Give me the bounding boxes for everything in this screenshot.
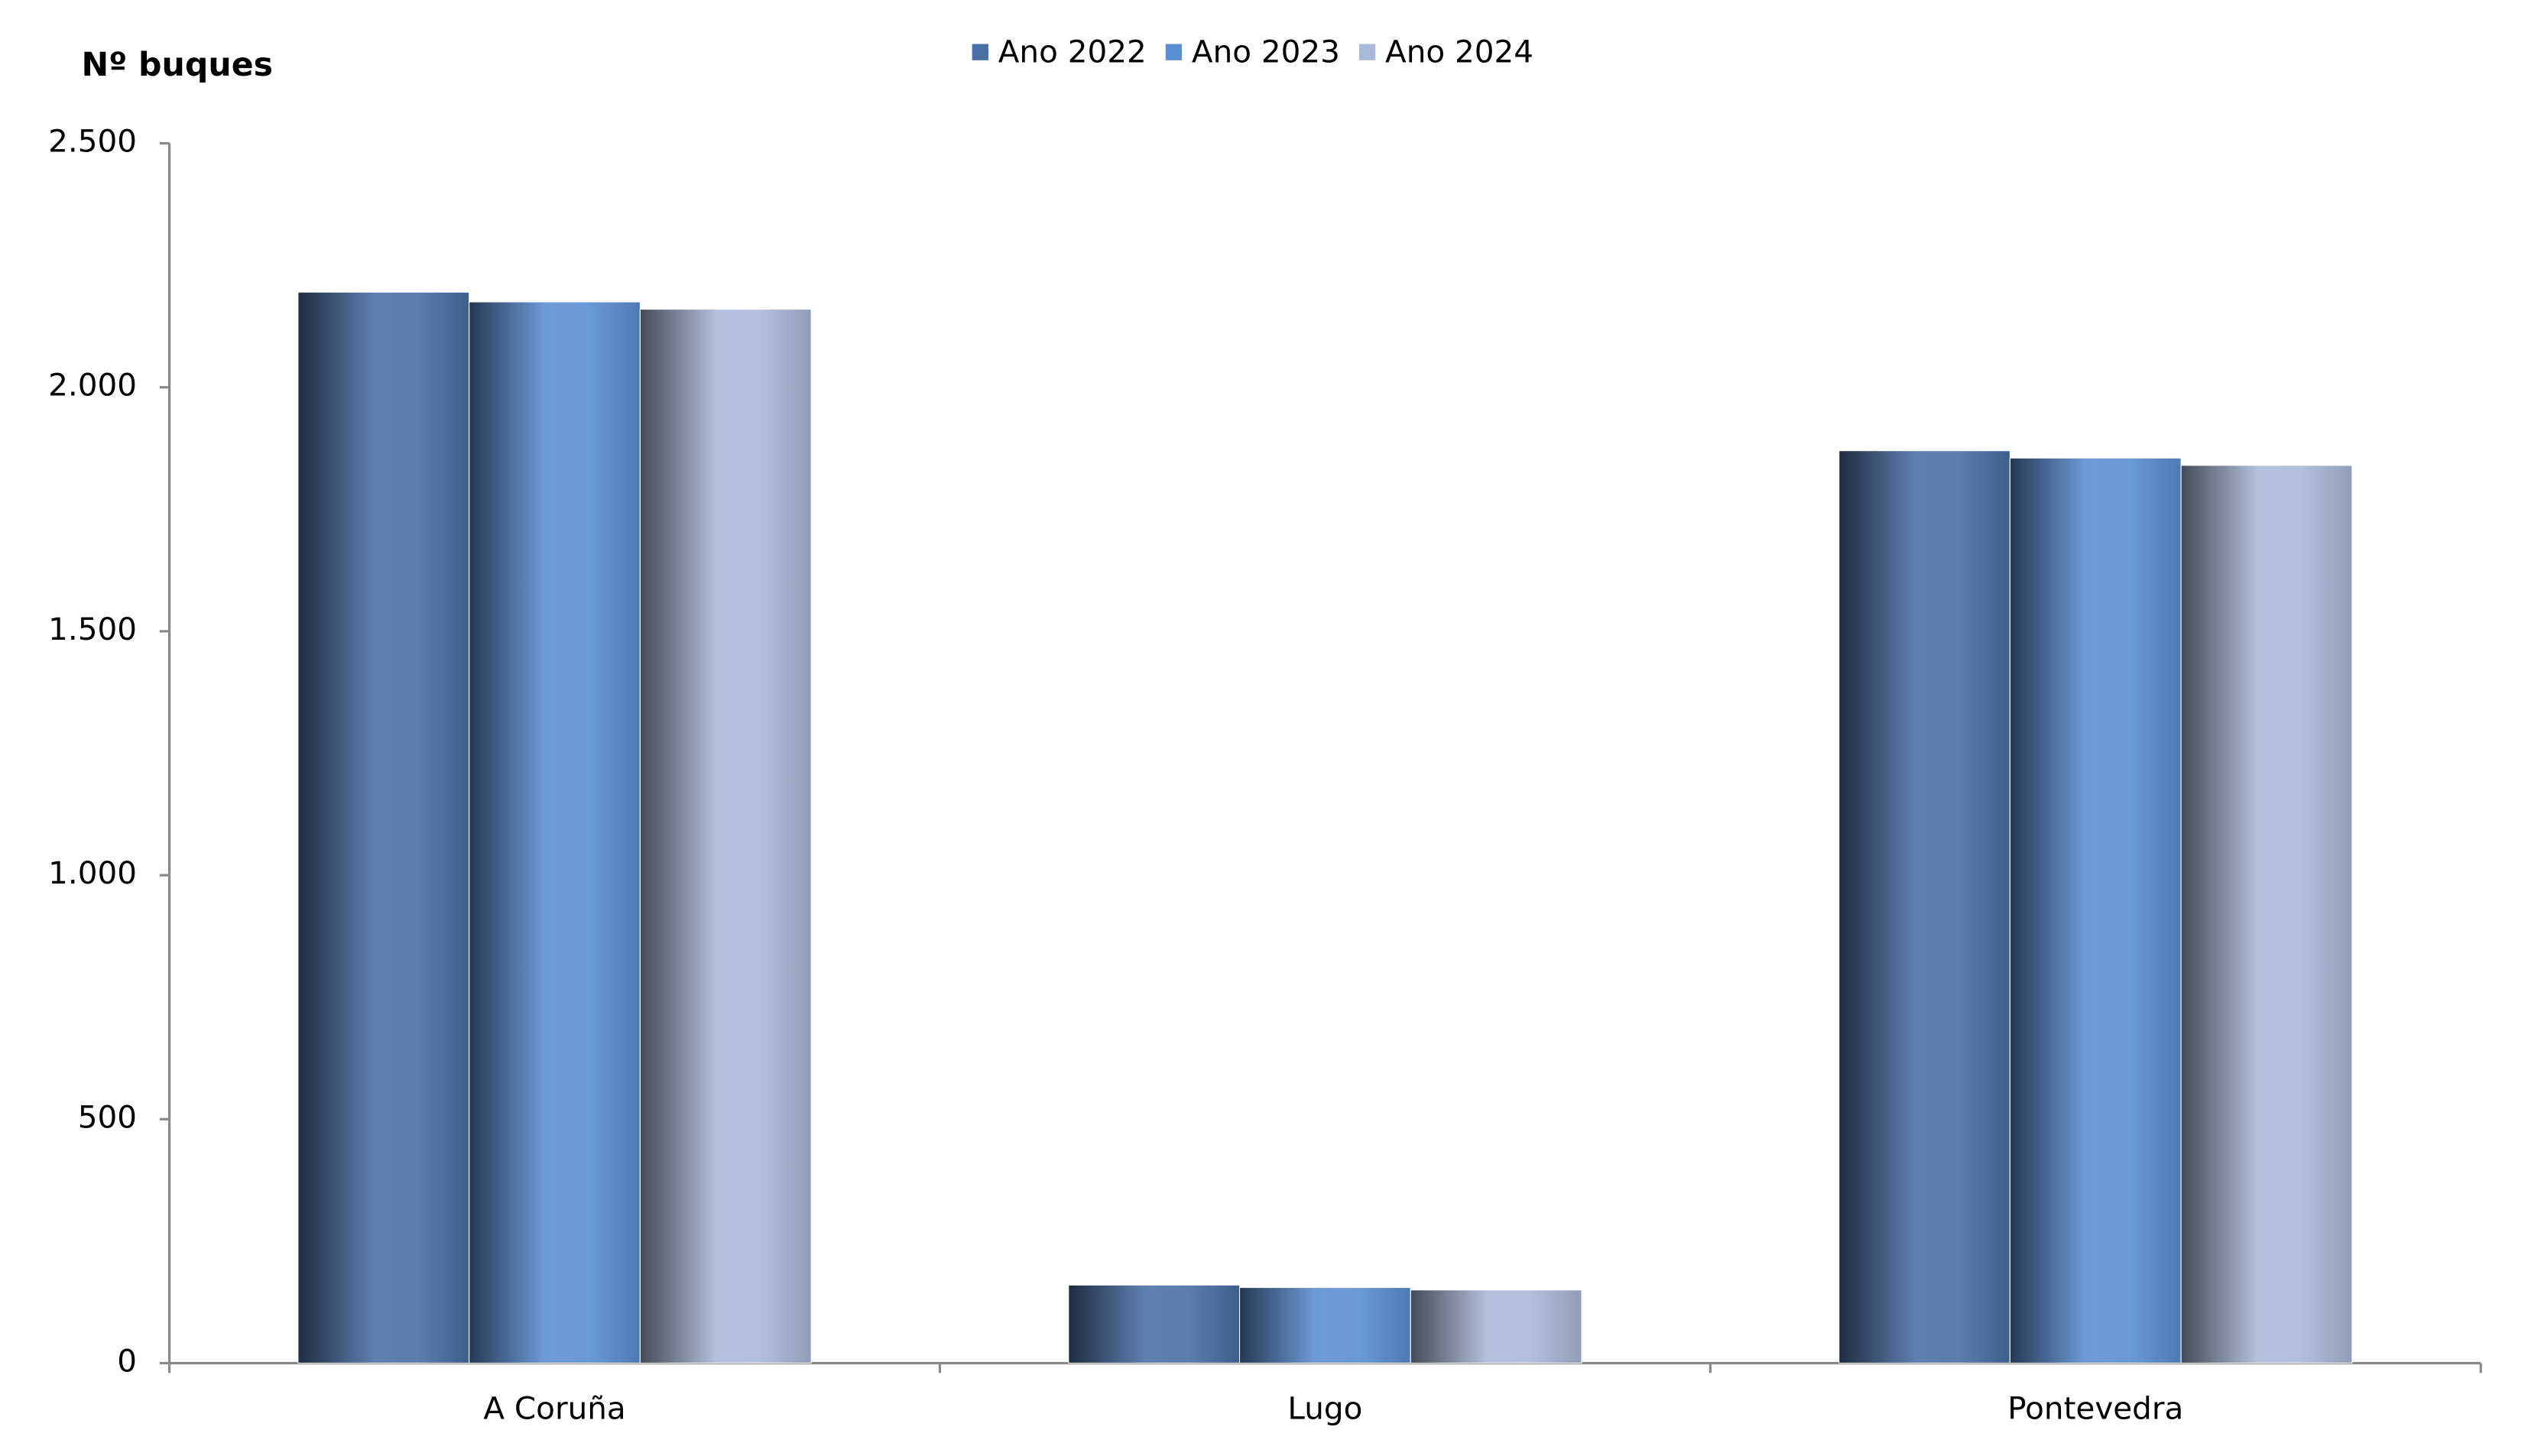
legend-swatch	[1165, 44, 1183, 60]
x-tick-label: Lugo	[1287, 1390, 1362, 1426]
y-tick-label: 0	[117, 1343, 137, 1380]
y-tick-label: 1.500	[48, 611, 137, 647]
bar	[1838, 450, 2010, 1364]
bar	[639, 309, 812, 1364]
bar	[1068, 1284, 1241, 1364]
x-tick-label: A Coruña	[483, 1390, 625, 1426]
y-axis-label: Nº buques	[82, 46, 273, 84]
y-tick-label: 2.000	[48, 367, 137, 404]
legend-label: Ano 2022	[998, 33, 1147, 70]
legend-swatch	[972, 44, 988, 60]
bar	[297, 291, 470, 1364]
bar	[1410, 1289, 1582, 1364]
bar	[2009, 457, 2182, 1364]
bar	[2180, 465, 2353, 1364]
bar	[1238, 1287, 1411, 1364]
y-tick-label: 500	[78, 1098, 137, 1135]
bar	[469, 301, 641, 1364]
legend-label: Ano 2024	[1385, 33, 1533, 70]
x-tick-label: Pontevedra	[2007, 1390, 2183, 1426]
legend-swatch	[1358, 44, 1376, 60]
legend-label: Ano 2023	[1192, 33, 1340, 70]
y-tick-label: 1.000	[48, 854, 137, 891]
y-tick-label: 2.500	[48, 123, 137, 160]
